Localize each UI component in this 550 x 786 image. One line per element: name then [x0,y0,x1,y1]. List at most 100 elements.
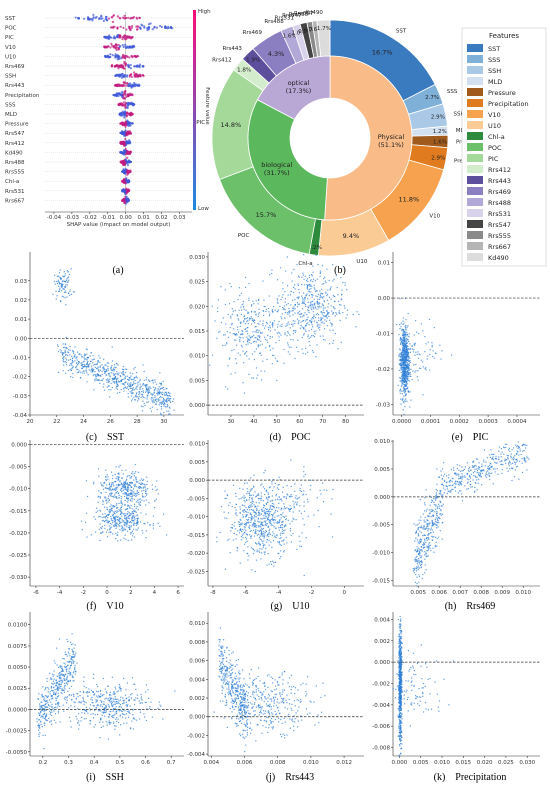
data-point [232,484,235,487]
x-tick-label: 4 [153,590,157,596]
data-point [109,488,111,490]
data-point [244,286,247,289]
data-point [283,550,285,552]
data-point [404,343,406,345]
data-point [263,515,265,517]
data-point [257,344,259,346]
data-point [273,512,275,514]
data-point [91,371,93,373]
data-point [98,528,100,530]
data-point [312,294,314,296]
data-point [131,392,133,394]
data-point [269,313,271,315]
data-point [110,485,112,487]
data-point [128,488,130,490]
data-point [403,373,405,376]
data-point [151,484,153,486]
data-point [231,524,233,526]
data-point [224,568,227,570]
data-point [119,510,121,512]
data-point [111,477,114,480]
shap-point [138,16,141,19]
data-point [64,346,66,348]
data-point [144,486,146,488]
data-point [294,320,296,322]
data-point [142,384,144,386]
data-point [129,384,132,386]
data-point [166,406,168,408]
data-point [116,496,118,498]
data-point [103,383,105,385]
data-point [135,529,137,531]
data-point [264,553,266,555]
data-point [123,488,125,490]
slice-value-label: 0.7% [304,28,318,34]
shap-point [111,20,115,24]
data-point [283,308,285,310]
shap-point [121,170,124,173]
shap-point [111,44,114,47]
shap-point [124,63,128,66]
data-point [327,289,329,291]
data-point [249,509,251,511]
data-point [161,391,163,393]
data-point [114,523,116,525]
data-point [107,497,109,500]
data-point [79,353,81,355]
data-point [111,346,113,348]
data-point [128,379,130,382]
data-point [142,532,144,534]
data-point [402,345,404,347]
data-point [251,323,253,325]
data-point [145,388,148,390]
data-point [285,304,288,306]
data-point [272,505,275,508]
data-point [246,509,249,511]
shap-point [122,26,125,29]
data-point [117,510,119,513]
data-point [316,295,318,298]
y-tick-label: -0.03 [13,394,28,400]
data-point [307,316,309,318]
data-point [159,402,161,404]
data-point [139,483,142,486]
data-point [117,364,119,366]
shap-point [131,44,134,48]
data-point [63,356,65,359]
group-value-label: (31.7%) [264,169,290,177]
data-point [405,364,407,366]
data-point [228,504,230,506]
data-point [162,402,164,404]
data-point [124,485,126,487]
data-point [260,534,262,536]
data-point [341,294,343,296]
data-point [138,487,140,489]
shap-point [133,65,136,68]
legend-swatch [467,154,483,162]
data-point [317,314,320,316]
data-point [106,506,108,509]
data-point [136,523,138,525]
data-point [413,334,415,336]
data-point [269,325,271,327]
data-point [124,534,126,536]
data-point [125,368,128,370]
data-point [124,524,126,527]
data-point [104,487,107,489]
y-tick-label: 0.000 [11,442,27,448]
panel-b-label: (b) [334,265,346,276]
data-point [280,507,283,510]
data-point [308,274,311,276]
data-point [162,380,164,383]
data-point [160,405,162,408]
shap-point [130,86,133,89]
data-point [320,320,322,322]
data-point [246,330,248,332]
data-point [314,306,316,308]
data-point [273,519,276,521]
data-point [401,350,403,352]
slice-name-label: V10 [429,213,440,219]
data-point [424,351,426,353]
data-point [115,515,117,517]
data-point [59,282,61,285]
